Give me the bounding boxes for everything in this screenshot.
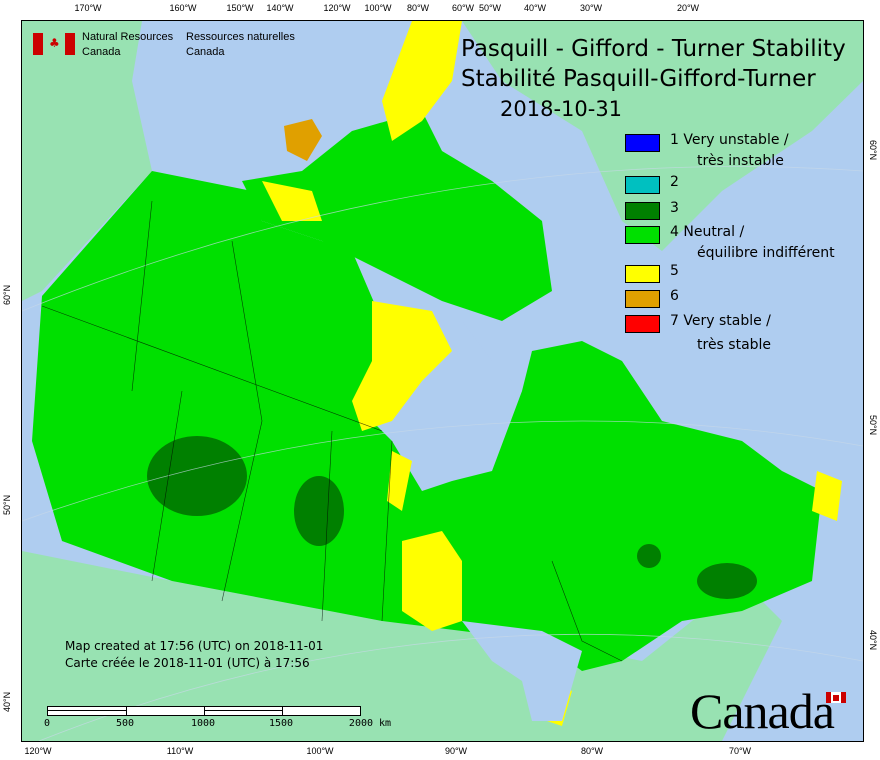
legend-label: 6 [670,288,679,304]
region-class-5 [262,181,322,221]
region-class-3 [637,544,661,568]
right-latitude-label: 50°N [868,415,878,436]
top-longitude-label: 50°W [478,3,502,13]
top-longitude-label: 100°W [364,3,392,13]
scale-label: 2000 km [348,718,392,729]
legend-label-fr: très instable [697,153,784,169]
org-fr-line2: Canada [186,46,225,58]
top-longitude-label: 120°W [323,3,351,13]
legend-swatch [625,202,660,220]
bottom-longitude-label: 90°W [444,746,468,756]
land-greenland [462,21,863,251]
created-en: Map created at 17:56 (UTC) on 2018-11-01 [65,639,324,653]
canada-wordmark: Canada [690,683,835,739]
org-name-en: Natural Resources Canada [82,30,173,60]
top-longitude-label: 170°W [74,3,102,13]
legend-label-fr: équilibre indifférent [697,245,835,261]
legend-label: 5 [670,263,679,279]
scale-label: 1000 [190,718,216,729]
left-latitude-label: 60°N [2,284,12,305]
left-latitude-label: 40°N [2,691,12,712]
bottom-longitude-label: 100°W [306,746,334,756]
flag-icon: ♣ [33,33,75,55]
creation-note: Map created at 17:56 (UTC) on 2018-11-01… [65,638,323,672]
map-date: 2018-10-31 [500,97,623,121]
top-longitude-label: 60°W [451,3,475,13]
region-class-3 [697,563,757,599]
region-class-6 [284,119,322,161]
region-arctic-islands [242,111,552,321]
legend-label-fr: très stable [697,337,772,353]
legend-label: 4 Neutral / [670,224,745,240]
legend-label: 3 [670,200,679,216]
org-en-line2: Canada [82,46,121,58]
right-latitude-label: 40°N [868,630,878,651]
top-longitude-label: 40°W [523,3,547,13]
legend-swatch [625,265,660,283]
scale-label: 0 [43,718,51,729]
legend-label: 1 Very unstable / [670,132,789,148]
region-class-5 [402,531,462,631]
top-longitude-label: 30°W [579,3,603,13]
org-fr-line1: Ressources naturelles [186,31,295,43]
bottom-longitude-label: 70°W [728,746,752,756]
bottom-longitude-label: 80°W [580,746,604,756]
title-fr: Stabilité Pasquill-Gifford-Turner [461,66,816,92]
legend-swatch [625,315,660,333]
region-class-5 [352,301,452,431]
region-class-5 [812,471,842,521]
legend-label: 7 Very stable / [670,313,771,329]
top-longitude-label: 150°W [226,3,254,13]
scale-bar [47,706,361,716]
wordmark-flag-icon [826,692,846,703]
region-class-4 [32,171,822,671]
top-longitude-label: 20°W [676,3,700,13]
right-latitude-label: 60°N [868,140,878,161]
created-fr: Carte créée le 2018-11-01 (UTC) à 17:56 [65,656,310,670]
bottom-longitude-label: 110°W [166,746,194,756]
left-latitude-label: 50°N [2,494,12,515]
top-longitude-label: 140°W [266,3,294,13]
top-longitude-label: 160°W [169,3,197,13]
region-class-5 [382,21,462,141]
legend-swatch [625,134,660,152]
legend-swatch [625,226,660,244]
scale-label: 1500 [268,718,294,729]
legend-label: 2 [670,174,679,190]
region-class-3 [294,476,344,546]
nrcan-signature: ♣ [33,33,75,55]
map-frame [21,20,864,742]
top-longitude-label: 80°W [406,3,430,13]
org-name-fr: Ressources naturelles Canada [186,30,295,60]
region-class-3 [147,436,247,516]
region-class-5 [387,451,412,511]
scale-label: 500 [115,718,135,729]
land-alaska [22,21,152,301]
org-en-line1: Natural Resources [82,31,174,43]
map-canvas [22,21,863,741]
legend-swatch [625,290,660,308]
legend-swatch [625,176,660,194]
lake-great-lakes [462,621,582,721]
title-en: Pasquill - Gifford - Turner Stability [461,36,846,62]
bottom-longitude-label: 120°W [24,746,52,756]
